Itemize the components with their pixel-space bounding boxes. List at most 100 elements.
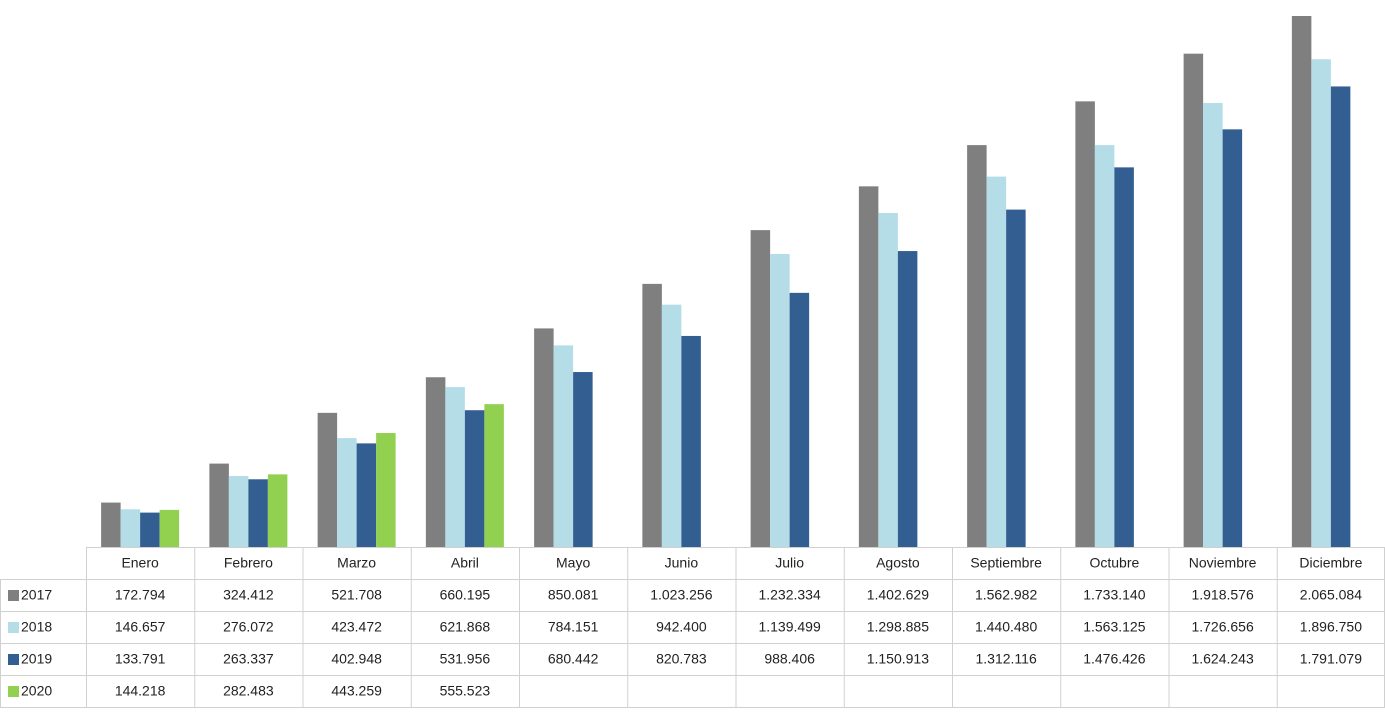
bar (1075, 101, 1095, 547)
category-label: Abril (451, 555, 479, 571)
table-value: 276.072 (223, 619, 274, 635)
category-label: Diciembre (1299, 555, 1362, 571)
bar (465, 410, 485, 547)
table-value: 680.442 (548, 651, 599, 667)
bar (987, 177, 1007, 547)
table-value: 1.563.125 (1083, 619, 1145, 635)
table-value: 133.791 (115, 651, 166, 667)
category-label: Julio (775, 555, 804, 571)
bar (229, 476, 249, 547)
bar (376, 433, 396, 547)
bar (1331, 86, 1351, 547)
table-value: 1.298.885 (867, 619, 929, 635)
bar (898, 251, 918, 547)
legend-label: 2018 (21, 619, 52, 635)
table-value: 144.218 (115, 683, 166, 699)
bar (790, 293, 810, 547)
category-label: Marzo (337, 555, 376, 571)
bar (160, 510, 180, 547)
table-value: 1.139.499 (758, 619, 820, 635)
table-value: 820.783 (656, 651, 707, 667)
bar (573, 372, 593, 547)
table-value: 1.624.243 (1191, 651, 1253, 667)
bar (534, 328, 554, 547)
bar (859, 186, 879, 547)
category-label: Agosto (876, 555, 920, 571)
table-value: 1.733.140 (1083, 587, 1145, 603)
bar (426, 377, 446, 547)
legend-swatch (8, 622, 19, 633)
legend-label: 2020 (21, 683, 52, 699)
bar (662, 305, 682, 547)
bar (878, 213, 898, 547)
bar (484, 404, 504, 547)
table-value: 555.523 (440, 683, 491, 699)
table-value: 1.476.426 (1083, 651, 1145, 667)
bar (751, 230, 771, 547)
bar (318, 413, 338, 547)
table-value: 1.896.750 (1300, 619, 1362, 635)
table-value: 521.708 (331, 587, 382, 603)
bar (140, 513, 160, 547)
table-value: 988.406 (764, 651, 815, 667)
bar (681, 336, 701, 547)
table-value: 443.259 (331, 683, 382, 699)
legend-swatch (8, 686, 19, 697)
bar (268, 474, 288, 547)
table-value: 1.023.256 (650, 587, 712, 603)
table-value: 1.791.079 (1300, 651, 1362, 667)
category-label: Septiembre (970, 555, 1042, 571)
table-value: 850.081 (548, 587, 599, 603)
bar (1184, 54, 1204, 547)
table-value: 423.472 (331, 619, 382, 635)
bar (101, 503, 121, 547)
bar (445, 387, 465, 547)
chart: Enero Febrero Marzo Abril Mayo Junio Julio Agos… (0, 0, 1385, 716)
category-label: Junio (665, 555, 699, 571)
category-label: Febrero (224, 555, 273, 571)
bar (1292, 16, 1312, 547)
category-label: Enero (121, 555, 159, 571)
table-value: 282.483 (223, 683, 274, 699)
bar (1311, 59, 1331, 547)
bar (1006, 210, 1026, 547)
table-value: 1.440.480 (975, 619, 1037, 635)
legend-label: 2017 (21, 587, 52, 603)
table-value: 660.195 (440, 587, 491, 603)
table-value: 1.232.334 (758, 587, 820, 603)
bar (1203, 103, 1223, 547)
bar (967, 145, 987, 547)
table-value: 531.956 (440, 651, 491, 667)
bar (1114, 167, 1134, 547)
bar (554, 345, 574, 547)
table-value: 1.562.982 (975, 587, 1037, 603)
bar (337, 438, 357, 547)
table-value: 1.150.913 (867, 651, 929, 667)
table-value: 1.312.116 (976, 651, 1037, 667)
bar (209, 464, 229, 547)
table-value: 172.794 (115, 587, 166, 603)
table-value: 324.412 (223, 587, 274, 603)
legend-label: 2019 (21, 651, 52, 667)
legend-swatch (8, 590, 19, 601)
bar (770, 254, 790, 547)
bar (642, 284, 662, 547)
table-value: 263.337 (223, 651, 274, 667)
bar (357, 443, 377, 547)
table-value: 784.151 (548, 619, 599, 635)
table-value: 402.948 (331, 651, 382, 667)
category-label: Noviembre (1189, 555, 1257, 571)
category-label: Mayo (556, 555, 590, 571)
bar (121, 509, 141, 547)
table-value: 1.402.629 (867, 587, 929, 603)
bar (1095, 145, 1115, 547)
category-label: Octubre (1089, 555, 1139, 571)
table-value: 146.657 (115, 619, 166, 635)
table-value: 1.726.656 (1191, 619, 1253, 635)
table-value: 2.065.084 (1300, 587, 1362, 603)
table-value: 1.918.576 (1191, 587, 1253, 603)
table-value: 942.400 (656, 619, 707, 635)
table-value: 621.868 (440, 619, 491, 635)
bar (248, 479, 268, 547)
bar (1223, 129, 1243, 547)
